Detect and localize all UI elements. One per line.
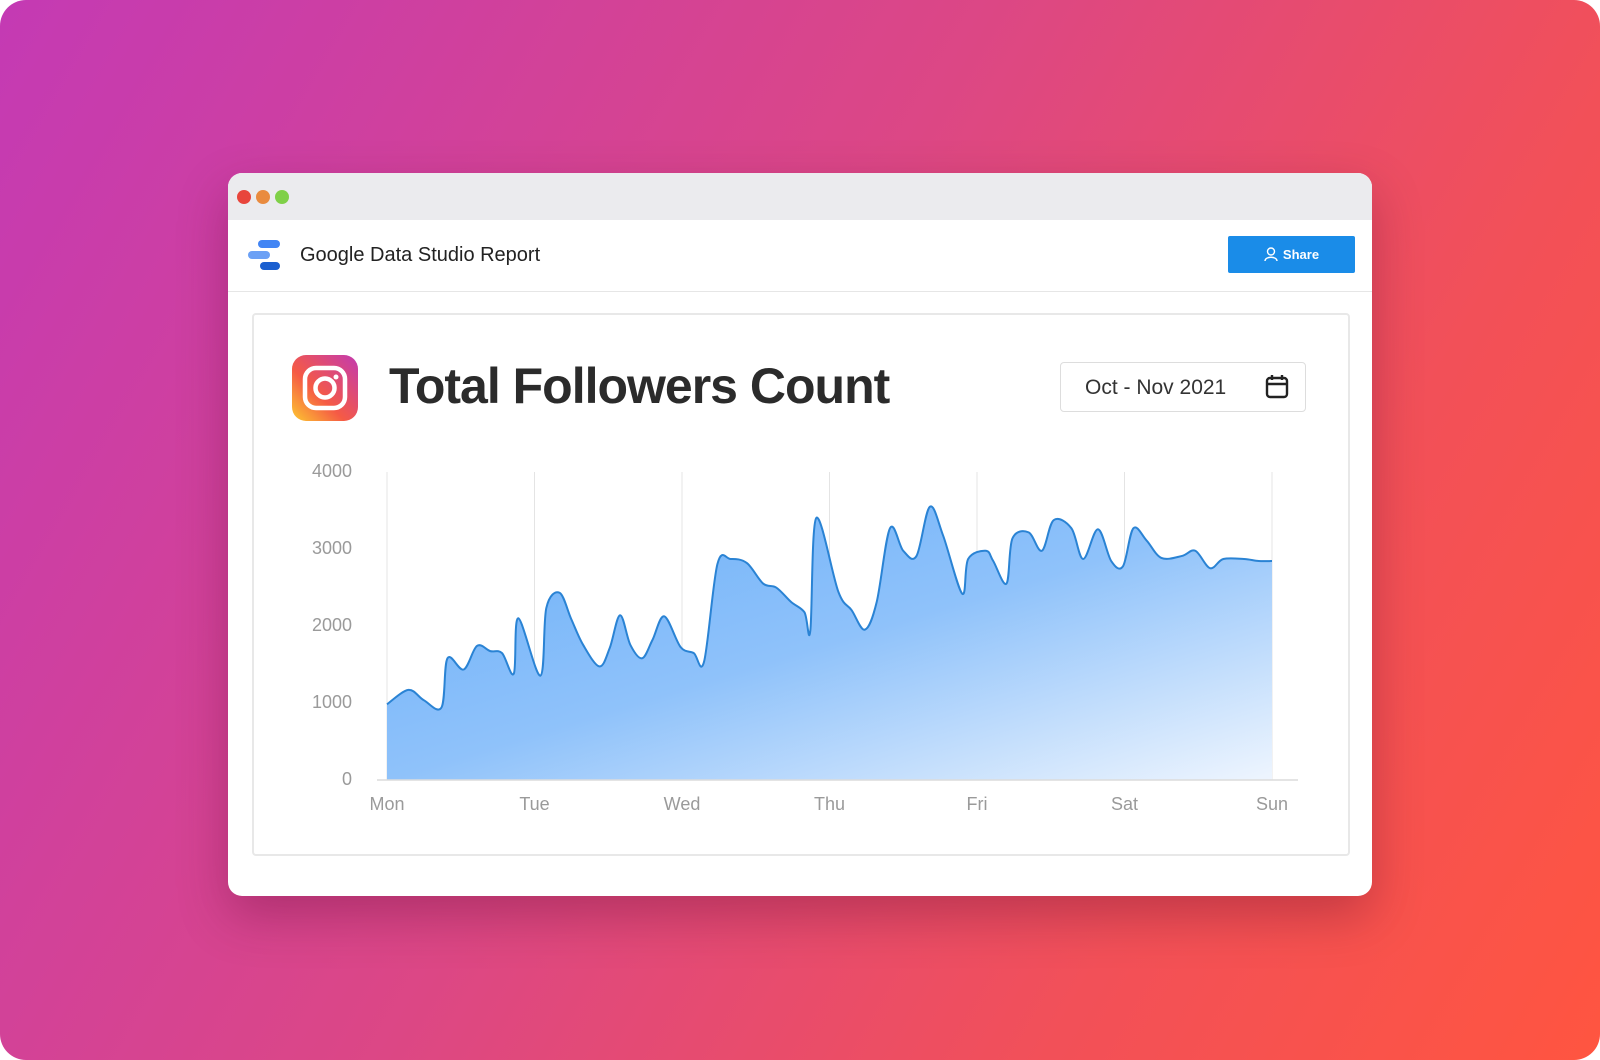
share-button[interactable]: Share [1228, 236, 1355, 273]
x-tick-label: Sun [1256, 794, 1288, 814]
user-icon [1264, 247, 1278, 262]
chart-card: Total Followers Count Oct - Nov 2021 [252, 313, 1350, 856]
area-fill [387, 506, 1272, 780]
calendar-icon [1265, 375, 1289, 399]
app-header: Google Data Studio Report Share [228, 220, 1372, 292]
y-tick-label: 3000 [312, 538, 352, 558]
y-tick-label: 4000 [312, 461, 352, 481]
y-tick-label: 2000 [312, 615, 352, 635]
chart-title: Total Followers Count [389, 358, 890, 414]
close-dot[interactable] [237, 190, 251, 204]
x-tick-label: Wed [664, 794, 701, 814]
x-tick-label: Fri [967, 794, 988, 814]
instagram-logo [292, 355, 358, 421]
y-tick-label: 0 [342, 769, 352, 789]
date-picker[interactable]: Oct - Nov 2021 [1060, 362, 1306, 412]
app-logo [248, 240, 280, 270]
share-label[interactable]: Share [1282, 247, 1320, 262]
y-tick-label: 1000 [312, 692, 352, 712]
x-tick-label: Thu [814, 794, 845, 814]
date-range[interactable]: Oct - Nov 2021 [1085, 376, 1227, 399]
x-tick-label: Tue [519, 794, 549, 814]
x-tick-label: Mon [369, 794, 404, 814]
title-bar [228, 173, 1372, 220]
maximize-dot[interactable] [275, 190, 289, 204]
report-title: Google Data Studio Report [300, 244, 541, 266]
area-line [386, 505, 1273, 711]
x-tick-label: Sat [1111, 794, 1138, 814]
minimize-dot[interactable] [256, 190, 270, 204]
